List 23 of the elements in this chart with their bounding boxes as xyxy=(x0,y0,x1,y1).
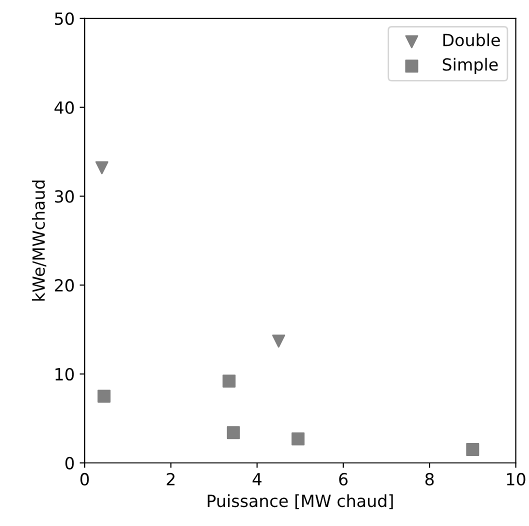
point xyxy=(272,334,286,348)
point xyxy=(222,374,236,388)
x-tick-label: 0 xyxy=(80,472,89,486)
y-tick-label: 20 xyxy=(54,279,74,292)
y-tick-label: 10 xyxy=(56,368,74,381)
x-axis-title: Puissance [MW chaud] xyxy=(208,494,393,510)
y-tick-label: 50 xyxy=(54,12,74,25)
point xyxy=(466,443,480,456)
y-axis-title: kWe/MWchaud xyxy=(32,180,46,301)
point xyxy=(226,426,240,440)
point xyxy=(292,432,305,446)
legend-label: Double xyxy=(443,33,500,46)
point xyxy=(95,161,108,174)
y-tick-label: 0 xyxy=(65,456,74,470)
point xyxy=(98,390,111,403)
x-tick-label: 4 xyxy=(252,473,262,486)
y-tick-label: 40 xyxy=(54,101,74,114)
y-tick-label: 30 xyxy=(54,190,74,203)
x-tick-label: 2 xyxy=(166,472,174,486)
legend-label: Simple xyxy=(442,58,498,74)
x-tick-label: 6 xyxy=(339,472,348,486)
x-tick-label: 10 xyxy=(507,472,526,486)
x-tick-label: 8 xyxy=(425,472,434,486)
